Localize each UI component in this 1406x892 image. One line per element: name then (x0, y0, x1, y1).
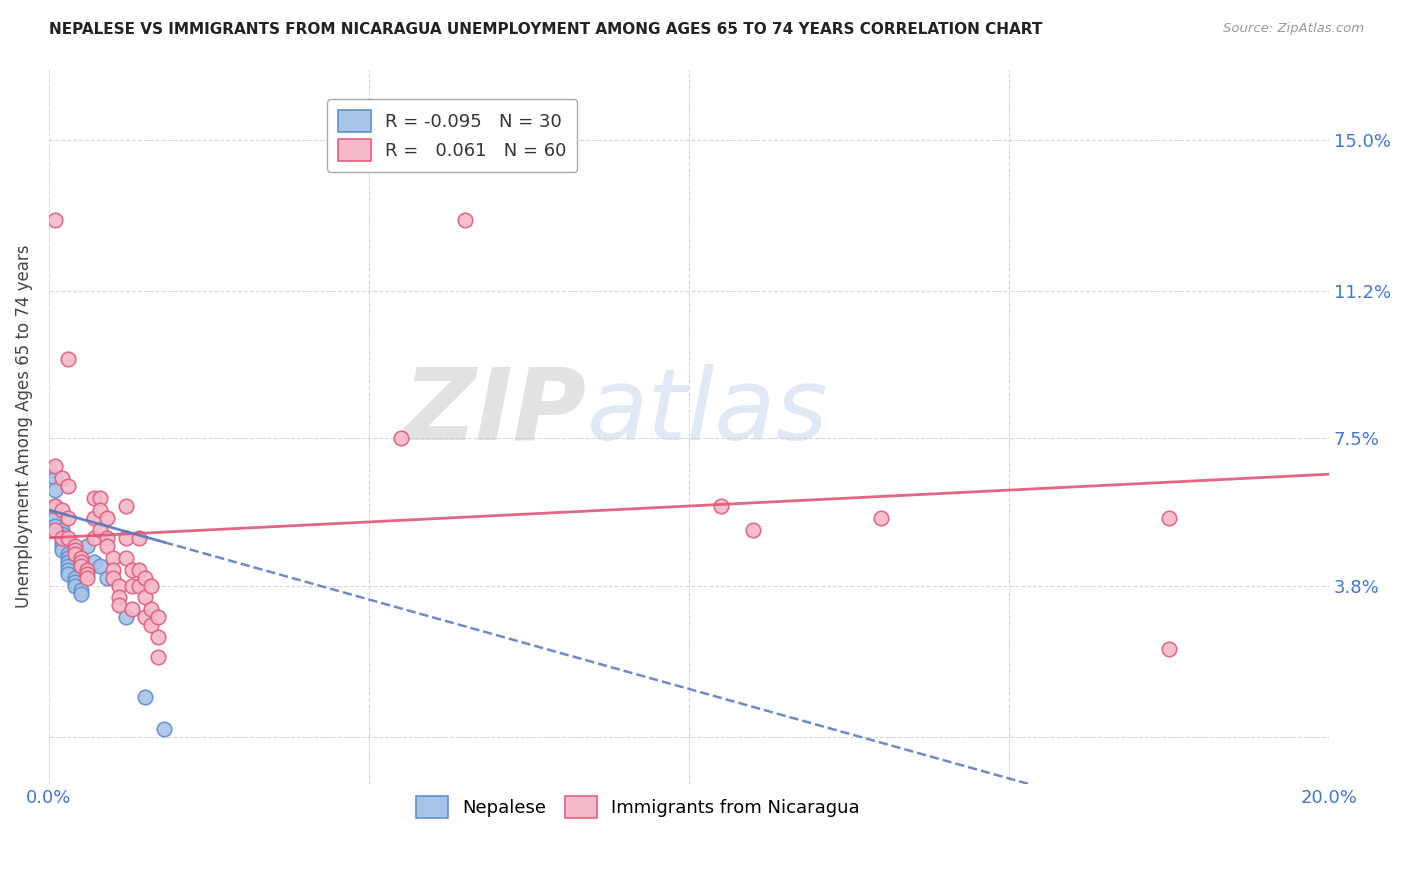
Legend: Nepalese, Immigrants from Nicaragua: Nepalese, Immigrants from Nicaragua (408, 789, 868, 825)
Point (870, 511, 893, 525)
Point (44, 511, 66, 525)
Point (454, 212, 477, 227)
Point (141, 618, 163, 632)
Point (742, 523, 765, 537)
Point (89, 558, 111, 573)
Point (89, 503, 111, 517)
Point (121, 578, 143, 592)
Point (51, 471, 73, 485)
Point (83, 555, 105, 569)
Point (56, 351, 79, 366)
Point (70, 582, 93, 597)
Point (63, 571, 86, 585)
Point (44, 523, 66, 537)
Point (70, 555, 93, 569)
Point (89, 523, 111, 537)
Point (51, 539, 73, 553)
Point (56, 555, 79, 569)
Point (108, 591, 131, 605)
Point (83, 531, 105, 545)
Point (56, 563, 79, 577)
Point (96, 539, 118, 553)
Point (146, 610, 169, 624)
Point (56, 547, 79, 561)
Point (121, 563, 143, 577)
Point (44, 483, 66, 497)
Point (101, 571, 124, 585)
Point (56, 558, 79, 573)
Point (153, 722, 176, 736)
Point (710, 499, 733, 513)
Point (76, 566, 98, 581)
Point (114, 610, 136, 624)
Point (114, 550, 136, 565)
Point (96, 511, 118, 525)
Point (96, 571, 118, 585)
Point (63, 547, 86, 561)
Point (114, 531, 136, 545)
Point (108, 578, 131, 592)
Point (101, 563, 124, 577)
Point (70, 550, 93, 565)
Point (44, 212, 66, 227)
Point (76, 539, 98, 553)
Point (146, 630, 169, 644)
Point (51, 523, 73, 537)
Point (96, 531, 118, 545)
Point (63, 574, 86, 589)
Point (83, 491, 105, 505)
Point (51, 531, 73, 545)
Point (51, 531, 73, 545)
Point (101, 550, 124, 565)
Point (51, 526, 73, 541)
Text: atlas: atlas (586, 364, 828, 460)
Point (128, 578, 150, 592)
Point (1157, 511, 1180, 525)
Point (141, 578, 163, 592)
Point (114, 499, 136, 513)
Point (128, 531, 150, 545)
Point (63, 539, 86, 553)
Text: NEPALESE VS IMMIGRANTS FROM NICARAGUA UNEMPLOYMENT AMONG AGES 65 TO 74 YEARS COR: NEPALESE VS IMMIGRANTS FROM NICARAGUA UN… (49, 22, 1043, 37)
Point (44, 519, 66, 533)
Point (70, 558, 93, 573)
Point (83, 511, 105, 525)
Point (76, 563, 98, 577)
Point (108, 599, 131, 613)
Point (56, 566, 79, 581)
Point (44, 499, 66, 513)
Point (389, 431, 412, 445)
Point (63, 578, 86, 592)
Point (51, 503, 73, 517)
Point (56, 511, 79, 525)
Point (63, 542, 86, 557)
Point (141, 602, 163, 616)
Point (1157, 642, 1180, 657)
Point (134, 690, 156, 704)
Text: ZIP: ZIP (404, 364, 586, 460)
Point (51, 534, 73, 549)
Y-axis label: Unemployment Among Ages 65 to 74 years: Unemployment Among Ages 65 to 74 years (15, 244, 32, 608)
Point (56, 550, 79, 565)
Point (89, 491, 111, 505)
Point (134, 571, 156, 585)
Point (44, 459, 66, 474)
Point (134, 610, 156, 624)
Point (56, 531, 79, 545)
Point (51, 542, 73, 557)
Point (56, 479, 79, 493)
Point (128, 563, 150, 577)
Point (76, 571, 98, 585)
Text: Source: ZipAtlas.com: Source: ZipAtlas.com (1223, 22, 1364, 36)
Point (134, 591, 156, 605)
Point (38, 463, 60, 477)
Point (70, 586, 93, 600)
Point (146, 650, 169, 665)
Point (121, 602, 143, 616)
Point (44, 471, 66, 485)
Point (44, 499, 66, 513)
